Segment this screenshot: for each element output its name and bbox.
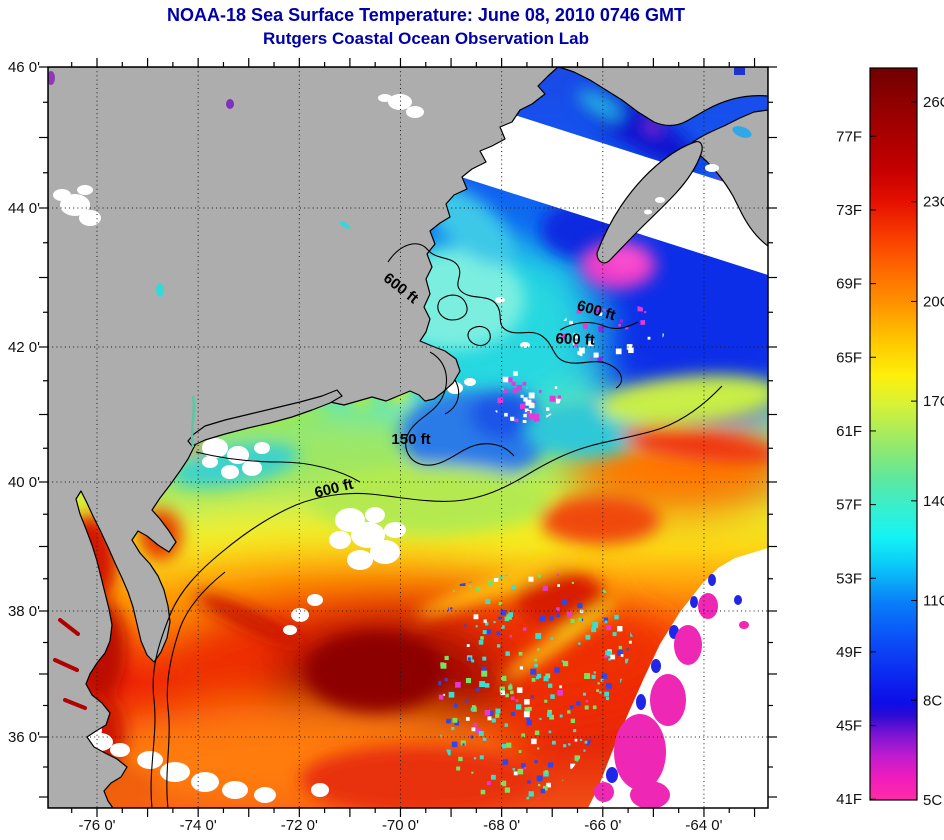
colorbar-celsius-label: 20C xyxy=(923,293,944,310)
map-frame xyxy=(47,66,769,809)
colorbar-gradient xyxy=(869,67,918,801)
colorbar-celsius-label: 23C xyxy=(923,194,944,211)
land-detail xyxy=(48,67,752,710)
colorbar-celsius-label: 8C xyxy=(923,692,942,709)
bathymetry-contours xyxy=(150,243,723,808)
colorbar-fahrenheit-label: 61F xyxy=(836,423,862,440)
lat-tick-label: 38 0' xyxy=(8,603,40,620)
contour-label: 600 ft xyxy=(555,330,595,348)
lat-tick-label: 44 0' xyxy=(8,200,40,217)
nova-scotia-peninsula xyxy=(596,141,703,264)
lat-tick-label: 36 0' xyxy=(8,729,40,746)
lon-tick-label: -64 0' xyxy=(685,817,722,834)
lon-tick-label: -70 0' xyxy=(382,817,419,834)
colorbar-celsius-label: 14C xyxy=(923,493,944,510)
colorbar-fahrenheit-label: 41F xyxy=(836,791,862,808)
figure-title: NOAA-18 Sea Surface Temperature: June 08… xyxy=(167,5,685,25)
colorbar-fahrenheit-label: 53F xyxy=(836,570,862,587)
lat-tick-label: 40 0' xyxy=(8,474,40,491)
lat-tick-label: 46 0' xyxy=(8,59,40,76)
no-data-swath-northeast xyxy=(430,88,768,275)
lat-tick-label: 42 0' xyxy=(8,339,40,356)
graticule-grid xyxy=(48,67,768,808)
no-data-region-southeast xyxy=(588,548,768,808)
colorbar-fahrenheit-label: 49F xyxy=(836,644,862,661)
colorbar-celsius-label: 11C xyxy=(923,593,944,610)
lon-tick-label: -72 0' xyxy=(281,817,318,834)
colorbar-fahrenheit-label: 77F xyxy=(836,128,862,145)
colorbar-fahrenheit-label: 73F xyxy=(836,202,862,219)
contour-label: 150 ft xyxy=(391,431,430,448)
lon-tick-label: -74 0' xyxy=(180,817,217,834)
land-mass xyxy=(48,67,768,808)
lon-tick-label: -66 0' xyxy=(584,817,621,834)
lon-tick-label: -76 0' xyxy=(78,817,115,834)
colorbar-celsius-label: 17C xyxy=(923,393,944,410)
figure-subtitle: Rutgers Coastal Ocean Observation Lab xyxy=(263,29,589,48)
lon-tick-label: -68 0' xyxy=(483,817,520,834)
axis-ticks-and-labels: -76 0' -74 0' -72 0' -70 0' -68 0' -66 0' -64 … xyxy=(8,58,777,834)
colorbar-fahrenheit-label: 57F xyxy=(836,497,862,514)
mainland-coast xyxy=(48,67,559,808)
long-island xyxy=(187,389,343,447)
colorbar-fahrenheit-label: 69F xyxy=(836,276,862,293)
map-plot-area: 600 ft 600 ft 600 ft 150 ft 600 ft xyxy=(48,67,768,808)
colorbar-celsius-label: 5C xyxy=(923,792,942,809)
new-brunswick-coast xyxy=(557,67,768,127)
colorbar-celsius-label: 26C xyxy=(923,94,944,111)
colorbar-fahrenheit-label: 45F xyxy=(836,718,862,735)
temperature-colorbar: 77F 73F 69F 65F 61F 57F 53F 49F 45F 41F 26C 23C 20C 1… xyxy=(836,67,944,809)
colorbar-fahrenheit-label: 65F xyxy=(836,349,862,366)
